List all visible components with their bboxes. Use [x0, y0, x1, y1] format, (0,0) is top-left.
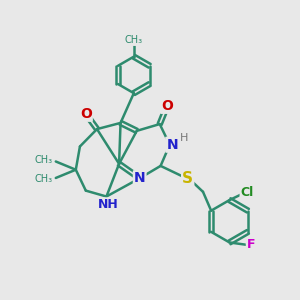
- Text: N: N: [166, 138, 178, 152]
- Text: S: S: [182, 171, 193, 186]
- Text: Cl: Cl: [241, 186, 254, 199]
- Text: NH: NH: [98, 198, 118, 211]
- Text: CH₃: CH₃: [125, 35, 143, 45]
- Text: F: F: [247, 238, 255, 251]
- Text: CH₃: CH₃: [35, 155, 53, 165]
- Text: H: H: [180, 133, 188, 143]
- Text: CH₃: CH₃: [35, 174, 53, 184]
- Text: O: O: [161, 99, 173, 113]
- Text: O: O: [80, 107, 92, 121]
- Text: N: N: [134, 171, 146, 185]
